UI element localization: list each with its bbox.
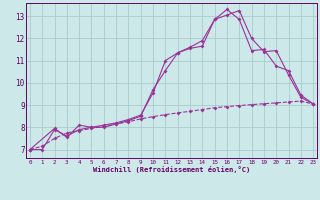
X-axis label: Windchill (Refroidissement éolien,°C): Windchill (Refroidissement éolien,°C) <box>93 166 250 173</box>
